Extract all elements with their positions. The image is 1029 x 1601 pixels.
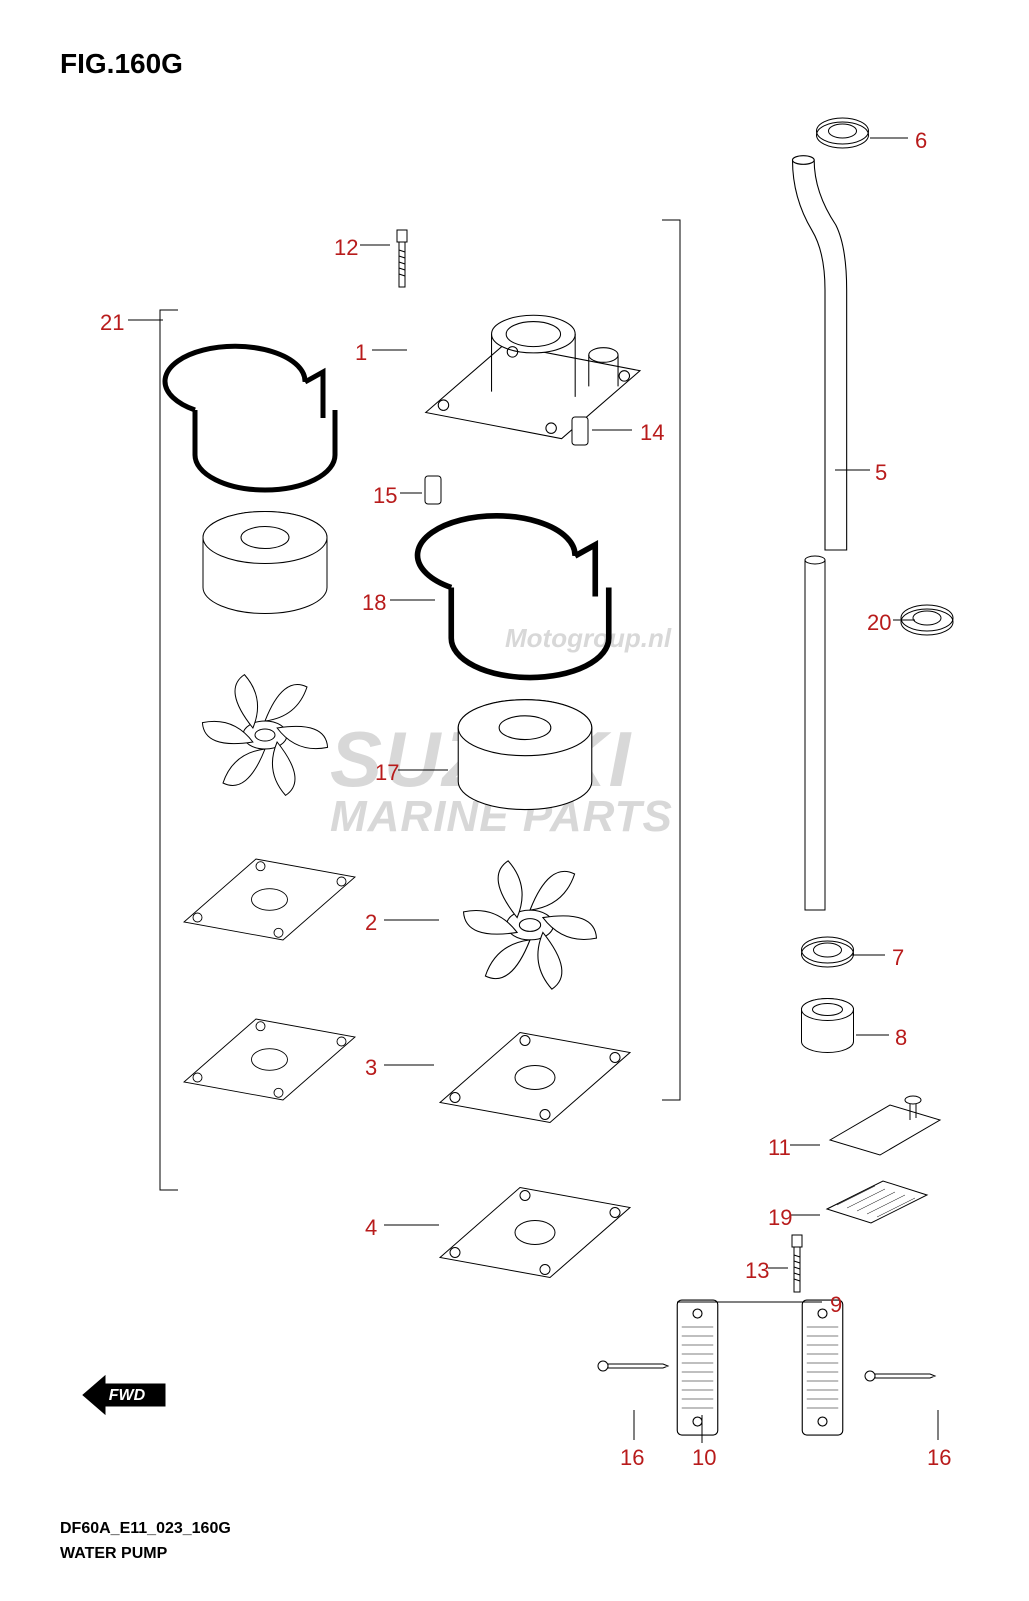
callout-3: 3 (365, 1055, 377, 1081)
callout-5: 5 (875, 460, 887, 486)
callout-14: 14 (640, 420, 664, 446)
part-bushing-8 (802, 999, 854, 1053)
callout-13: 13 (745, 1258, 769, 1284)
callout-18: 18 (362, 590, 386, 616)
part-inner-sleeve (458, 700, 592, 810)
part-screw-16a (598, 1361, 668, 1371)
callout-1: 1 (355, 340, 367, 366)
part-left-insert (165, 346, 335, 490)
callout-6: 6 (915, 128, 927, 154)
callout-12: 12 (334, 235, 358, 261)
part-strainer-cover (830, 1096, 940, 1155)
part-pump-case (426, 315, 640, 438)
part-tube-upper (793, 156, 847, 550)
part-anode-9 (802, 1300, 843, 1435)
callout-21: 21 (100, 310, 124, 336)
part-wear-plate (440, 1033, 630, 1123)
callout-11: 11 (768, 1135, 791, 1161)
part-gasket (440, 1188, 630, 1278)
callout-10: 10 (692, 1445, 716, 1471)
callout-2: 2 (365, 910, 377, 936)
part-under-panel (418, 516, 609, 678)
fwd-text: FWD (109, 1387, 146, 1404)
footer-code: DF60A_E11_023_160G (60, 1520, 231, 1538)
part-impeller (461, 860, 599, 991)
part-grommet-7 (802, 937, 854, 967)
part-key-15 (425, 476, 441, 504)
part-tube-lower (805, 556, 825, 910)
part-dowel-14 (572, 417, 588, 445)
footer-name: WATER PUMP (60, 1545, 167, 1563)
callout-8: 8 (895, 1025, 907, 1051)
part-left-gasket (184, 1019, 355, 1100)
callout-20: 20 (867, 610, 891, 636)
part-left-sleeve (203, 512, 327, 614)
callout-15: 15 (373, 483, 397, 509)
part-grommet-top (817, 118, 869, 148)
part-left-impeller (200, 673, 329, 796)
callout-9: 9 (830, 1292, 842, 1318)
part-pin-13 (792, 1235, 802, 1292)
part-screw-16b (865, 1371, 935, 1381)
part-strainer (827, 1181, 927, 1223)
part-anode-10 (677, 1300, 718, 1435)
callout-7: 7 (892, 945, 904, 971)
callout-4: 4 (365, 1215, 377, 1241)
part-left-plate (184, 859, 355, 940)
callout-16-b: 16 (927, 1445, 951, 1471)
diagram-svg (0, 0, 1029, 1601)
callout-17: 17 (375, 760, 399, 786)
fwd-badge: FWD (75, 1370, 170, 1420)
callout-19: 19 (768, 1205, 792, 1231)
callout-16: 16 (620, 1445, 644, 1471)
part-bolt-12 (397, 230, 407, 287)
